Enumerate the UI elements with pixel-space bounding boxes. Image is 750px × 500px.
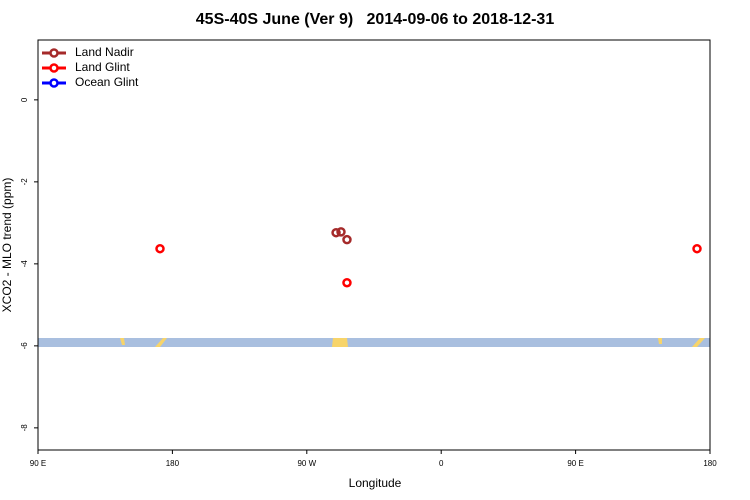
- x-tick-label: 90 E: [30, 459, 46, 468]
- legend-label: Land Nadir: [75, 45, 134, 59]
- x-tick-label: 0: [439, 459, 444, 468]
- y-axis-label: XCO2 - MLO trend (ppm): [0, 178, 14, 313]
- y-tick-label: -2: [20, 178, 29, 186]
- chart-title: 45S-40S June (Ver 9) 2014-09-06 to 2018-…: [196, 11, 555, 28]
- x-tick-label: 90 W: [297, 459, 316, 468]
- plot-frame: [37, 39, 711, 451]
- map-strip: [38, 338, 710, 347]
- point: [336, 227, 346, 237]
- y-tick-label: 0: [20, 97, 29, 102]
- legend-marker: [49, 63, 59, 73]
- y-tick-label: -4: [20, 260, 29, 268]
- x-tick-label: 90 E: [567, 459, 583, 468]
- legend-label: Ocean Glint: [75, 75, 139, 89]
- point: [155, 243, 165, 254]
- y-tick-label: -6: [20, 342, 29, 350]
- x-tick-label: 180: [703, 459, 717, 468]
- point: [331, 227, 341, 238]
- point: [692, 243, 702, 254]
- legend-label: Land Glint: [75, 60, 130, 74]
- y-tick-label: -8: [20, 424, 29, 432]
- point: [342, 234, 352, 245]
- x-axis-label: Longitude: [349, 476, 402, 490]
- legend-marker: [49, 48, 59, 58]
- point: [342, 277, 352, 288]
- legend-marker: [49, 78, 59, 88]
- x-tick-label: 180: [166, 459, 180, 468]
